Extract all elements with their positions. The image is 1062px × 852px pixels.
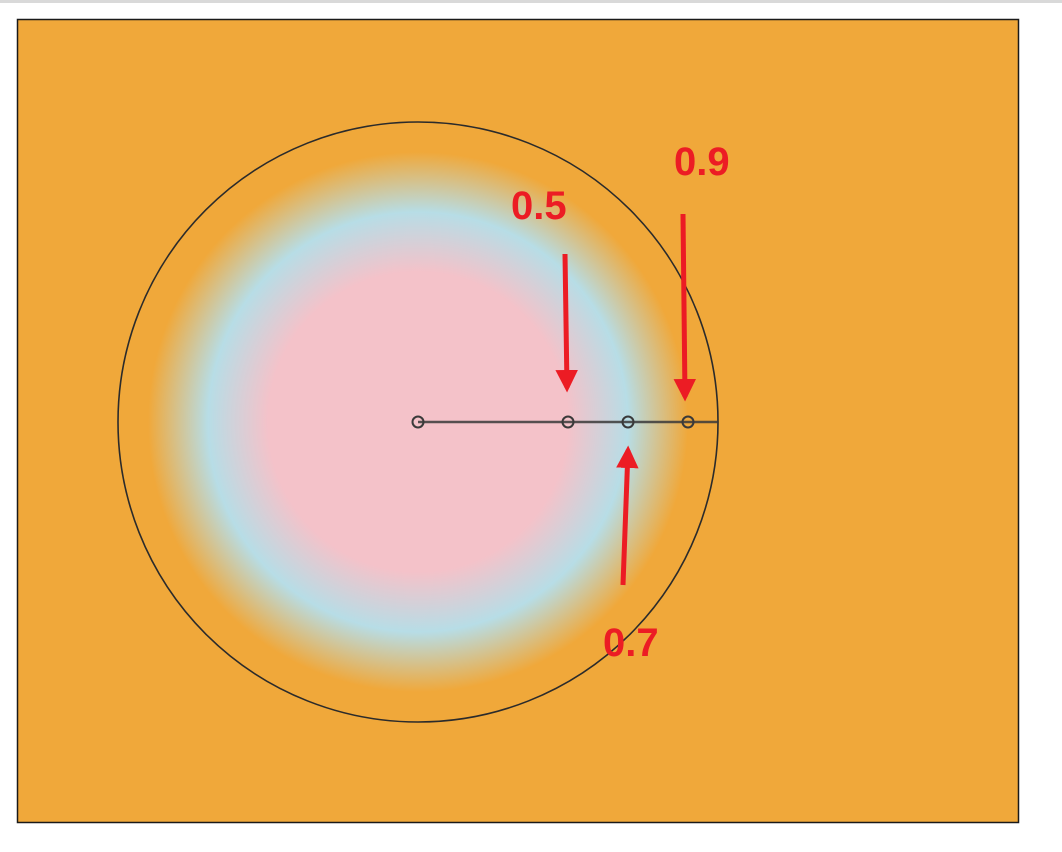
stop-handle-0-9[interactable] (681, 415, 695, 429)
center-handle[interactable] (411, 415, 425, 429)
label-0-9: 0.9 (674, 140, 730, 184)
label-0-5: 0.5 (511, 184, 567, 228)
top-divider (0, 0, 1062, 3)
label-0-7: 0.7 (603, 621, 659, 665)
stop-handle-0-7[interactable] (621, 415, 635, 429)
arrow-0-7 (616, 445, 639, 586)
stop-handle-0-5[interactable] (561, 415, 575, 429)
arrow-0-5 (555, 253, 578, 393)
arrow-0-9 (673, 213, 697, 402)
